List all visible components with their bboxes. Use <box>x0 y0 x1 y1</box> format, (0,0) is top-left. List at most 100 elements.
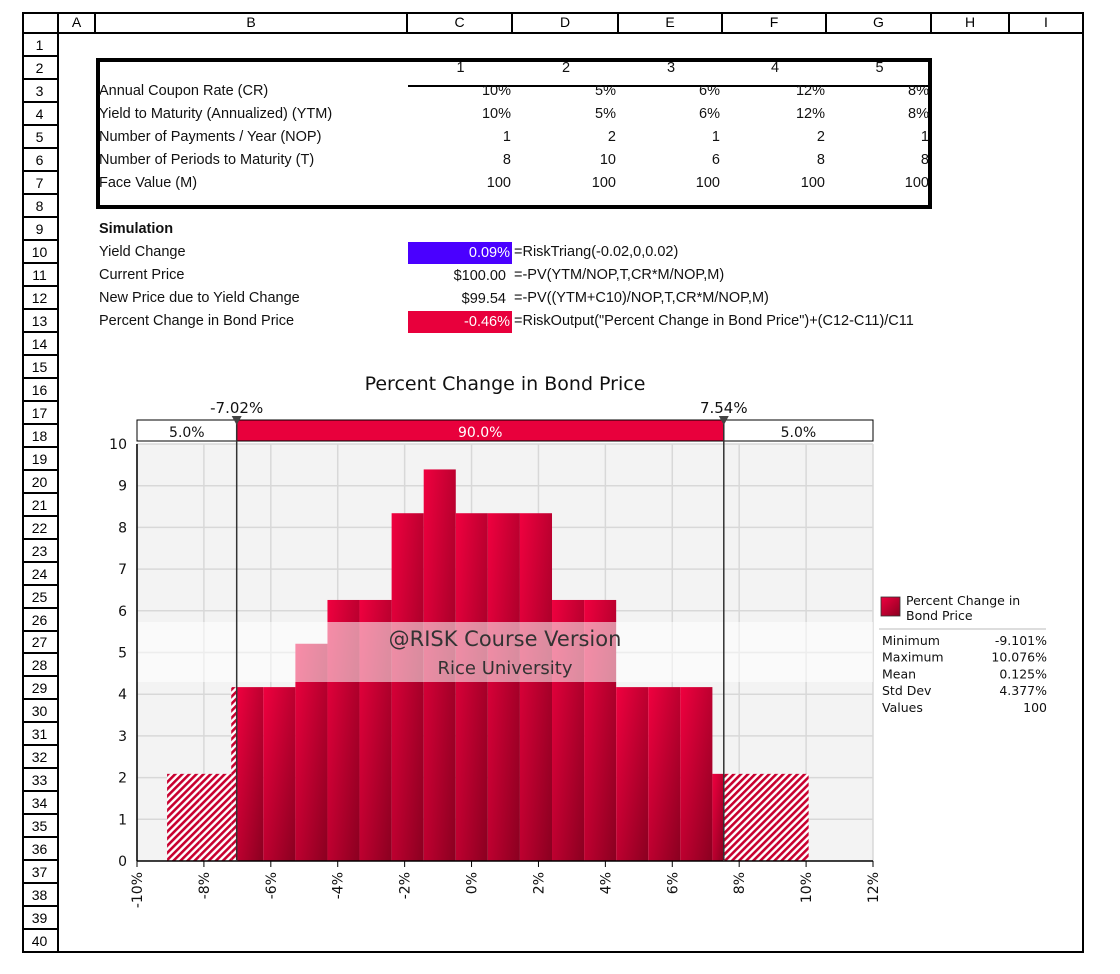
right-delimiter-handle-icon[interactable] <box>718 416 729 425</box>
simulation-formula-text[interactable]: =RiskOutput("Percent Change in Bond Pric… <box>514 312 914 329</box>
left-delimiter-handle-icon[interactable] <box>231 416 242 425</box>
column-header-A[interactable]: A <box>59 12 96 34</box>
row-header-24[interactable]: 24 <box>22 562 59 586</box>
row-header-15[interactable]: 15 <box>22 355 59 379</box>
bond-value-cell[interactable]: 8 <box>920 151 929 168</box>
row-header-22[interactable]: 22 <box>22 516 59 540</box>
simulation-label[interactable]: Current Price <box>99 266 185 283</box>
histogram-bar[interactable] <box>236 687 264 861</box>
bond-value-cell[interactable]: 5% <box>595 82 616 99</box>
simulation-value-cell[interactable]: -0.46% <box>408 310 512 333</box>
bond-value-cell[interactable]: 8 <box>816 151 825 168</box>
row-header-3[interactable]: 3 <box>22 79 59 103</box>
bond-row-label[interactable]: Face Value (M) <box>99 174 198 191</box>
row-header-14[interactable]: 14 <box>22 332 59 356</box>
row-header-33[interactable]: 33 <box>22 769 59 793</box>
histogram-bar[interactable] <box>455 513 488 861</box>
row-header-28[interactable]: 28 <box>22 654 59 678</box>
bond-row-label[interactable]: Number of Payments / Year (NOP) <box>99 128 322 145</box>
column-header-E[interactable]: E <box>619 12 723 34</box>
row-header-10[interactable]: 10 <box>22 240 59 264</box>
row-header-9[interactable]: 9 <box>22 217 59 241</box>
column-header-C[interactable]: C <box>408 12 513 34</box>
histogram-bar[interactable] <box>391 513 424 861</box>
simulation-value-cell[interactable]: $100.00 <box>453 267 506 284</box>
bond-value-cell[interactable]: 8 <box>502 151 511 168</box>
row-header-20[interactable]: 20 <box>22 470 59 494</box>
bond-value-cell[interactable]: 1 <box>920 128 929 145</box>
row-header-35[interactable]: 35 <box>22 815 59 839</box>
simulation-heading[interactable]: Simulation <box>99 220 174 237</box>
row-header-26[interactable]: 26 <box>22 608 59 632</box>
row-header-32[interactable]: 32 <box>22 746 59 770</box>
bond-value-cell[interactable]: 12% <box>795 82 825 99</box>
bond-value-cell[interactable]: 8% <box>908 82 929 99</box>
row-header-2[interactable]: 2 <box>22 56 59 80</box>
bond-value-cell[interactable]: 100 <box>800 174 825 191</box>
row-header-34[interactable]: 34 <box>22 792 59 816</box>
bond-row-label[interactable]: Number of Periods to Maturity (T) <box>99 151 315 168</box>
histogram-bar-left-tail[interactable] <box>199 773 232 861</box>
row-header-25[interactable]: 25 <box>22 585 59 609</box>
histogram-bar-right-tail[interactable] <box>744 773 777 861</box>
bond-row-label[interactable]: Annual Coupon Rate (CR) <box>99 82 269 99</box>
bond-value-cell[interactable]: 12% <box>795 105 825 122</box>
row-header-38[interactable]: 38 <box>22 884 59 908</box>
bond-value-cell[interactable]: 6% <box>699 82 720 99</box>
row-header-12[interactable]: 12 <box>22 286 59 310</box>
bond-value-cell[interactable]: 5% <box>595 105 616 122</box>
row-header-17[interactable]: 17 <box>22 401 59 425</box>
column-header-G[interactable]: G <box>827 12 932 34</box>
histogram-bar-left-tail[interactable] <box>167 773 200 861</box>
row-header-4[interactable]: 4 <box>22 102 59 126</box>
corner-select-all[interactable] <box>22 12 59 34</box>
row-header-21[interactable]: 21 <box>22 493 59 517</box>
row-header-37[interactable]: 37 <box>22 861 59 885</box>
bond-value-cell[interactable]: 100 <box>591 174 616 191</box>
bond-value-cell[interactable]: 10 <box>599 151 616 168</box>
histogram-bar[interactable] <box>712 773 724 861</box>
simulation-label[interactable]: Percent Change in Bond Price <box>99 312 295 329</box>
bond-value-cell[interactable]: 1 <box>502 128 511 145</box>
column-header-D[interactable]: D <box>513 12 619 34</box>
bond-value-cell[interactable]: 10% <box>481 105 511 122</box>
column-header-B[interactable]: B <box>96 12 408 34</box>
histogram-bar[interactable] <box>680 687 713 861</box>
histogram-bar-right-tail[interactable] <box>776 773 809 861</box>
row-header-19[interactable]: 19 <box>22 447 59 471</box>
bond-value-cell[interactable]: 2 <box>816 128 825 145</box>
column-header-F[interactable]: F <box>723 12 827 34</box>
bond-value-cell[interactable]: 10% <box>481 82 511 99</box>
row-header-30[interactable]: 30 <box>22 700 59 724</box>
simulation-formula-text[interactable]: =RiskTriang(-0.02,0,0.02) <box>514 243 679 260</box>
histogram-bar[interactable] <box>487 513 520 861</box>
row-header-8[interactable]: 8 <box>22 194 59 218</box>
bond-header-2[interactable]: 2 <box>561 59 571 76</box>
simulation-value-cell[interactable]: $99.54 <box>461 290 506 307</box>
bond-header-4[interactable]: 4 <box>770 59 780 76</box>
row-header-39[interactable]: 39 <box>22 907 59 931</box>
bond-row-label[interactable]: Yield to Maturity (Annualized) (YTM) <box>99 105 333 122</box>
simulation-formula-text[interactable]: =-PV((YTM+C10)/NOP,T,CR*M/NOP,M) <box>514 289 769 306</box>
simulation-formula-text[interactable]: =-PV(YTM/NOP,T,CR*M/NOP,M) <box>514 266 725 283</box>
bond-value-cell[interactable]: 100 <box>904 174 929 191</box>
row-header-27[interactable]: 27 <box>22 631 59 655</box>
bond-header-3[interactable]: 3 <box>666 59 676 76</box>
row-header-18[interactable]: 18 <box>22 424 59 448</box>
bond-value-cell[interactable]: 2 <box>607 128 616 145</box>
simulation-value-cell[interactable]: 0.09% <box>408 241 512 264</box>
histogram-bar-left-tail[interactable] <box>231 687 237 861</box>
simulation-label[interactable]: New Price due to Yield Change <box>99 289 300 306</box>
row-header-5[interactable]: 5 <box>22 125 59 149</box>
row-header-23[interactable]: 23 <box>22 539 59 563</box>
row-header-29[interactable]: 29 <box>22 677 59 701</box>
simulation-label[interactable]: Yield Change <box>99 243 186 260</box>
column-header-I[interactable]: I <box>1010 12 1084 34</box>
row-header-36[interactable]: 36 <box>22 838 59 862</box>
row-header-40[interactable]: 40 <box>22 930 59 954</box>
histogram-bar[interactable] <box>616 687 649 861</box>
bond-header-1[interactable]: 1 <box>456 59 465 76</box>
bond-value-cell[interactable]: 100 <box>486 174 511 191</box>
row-header-7[interactable]: 7 <box>22 171 59 195</box>
